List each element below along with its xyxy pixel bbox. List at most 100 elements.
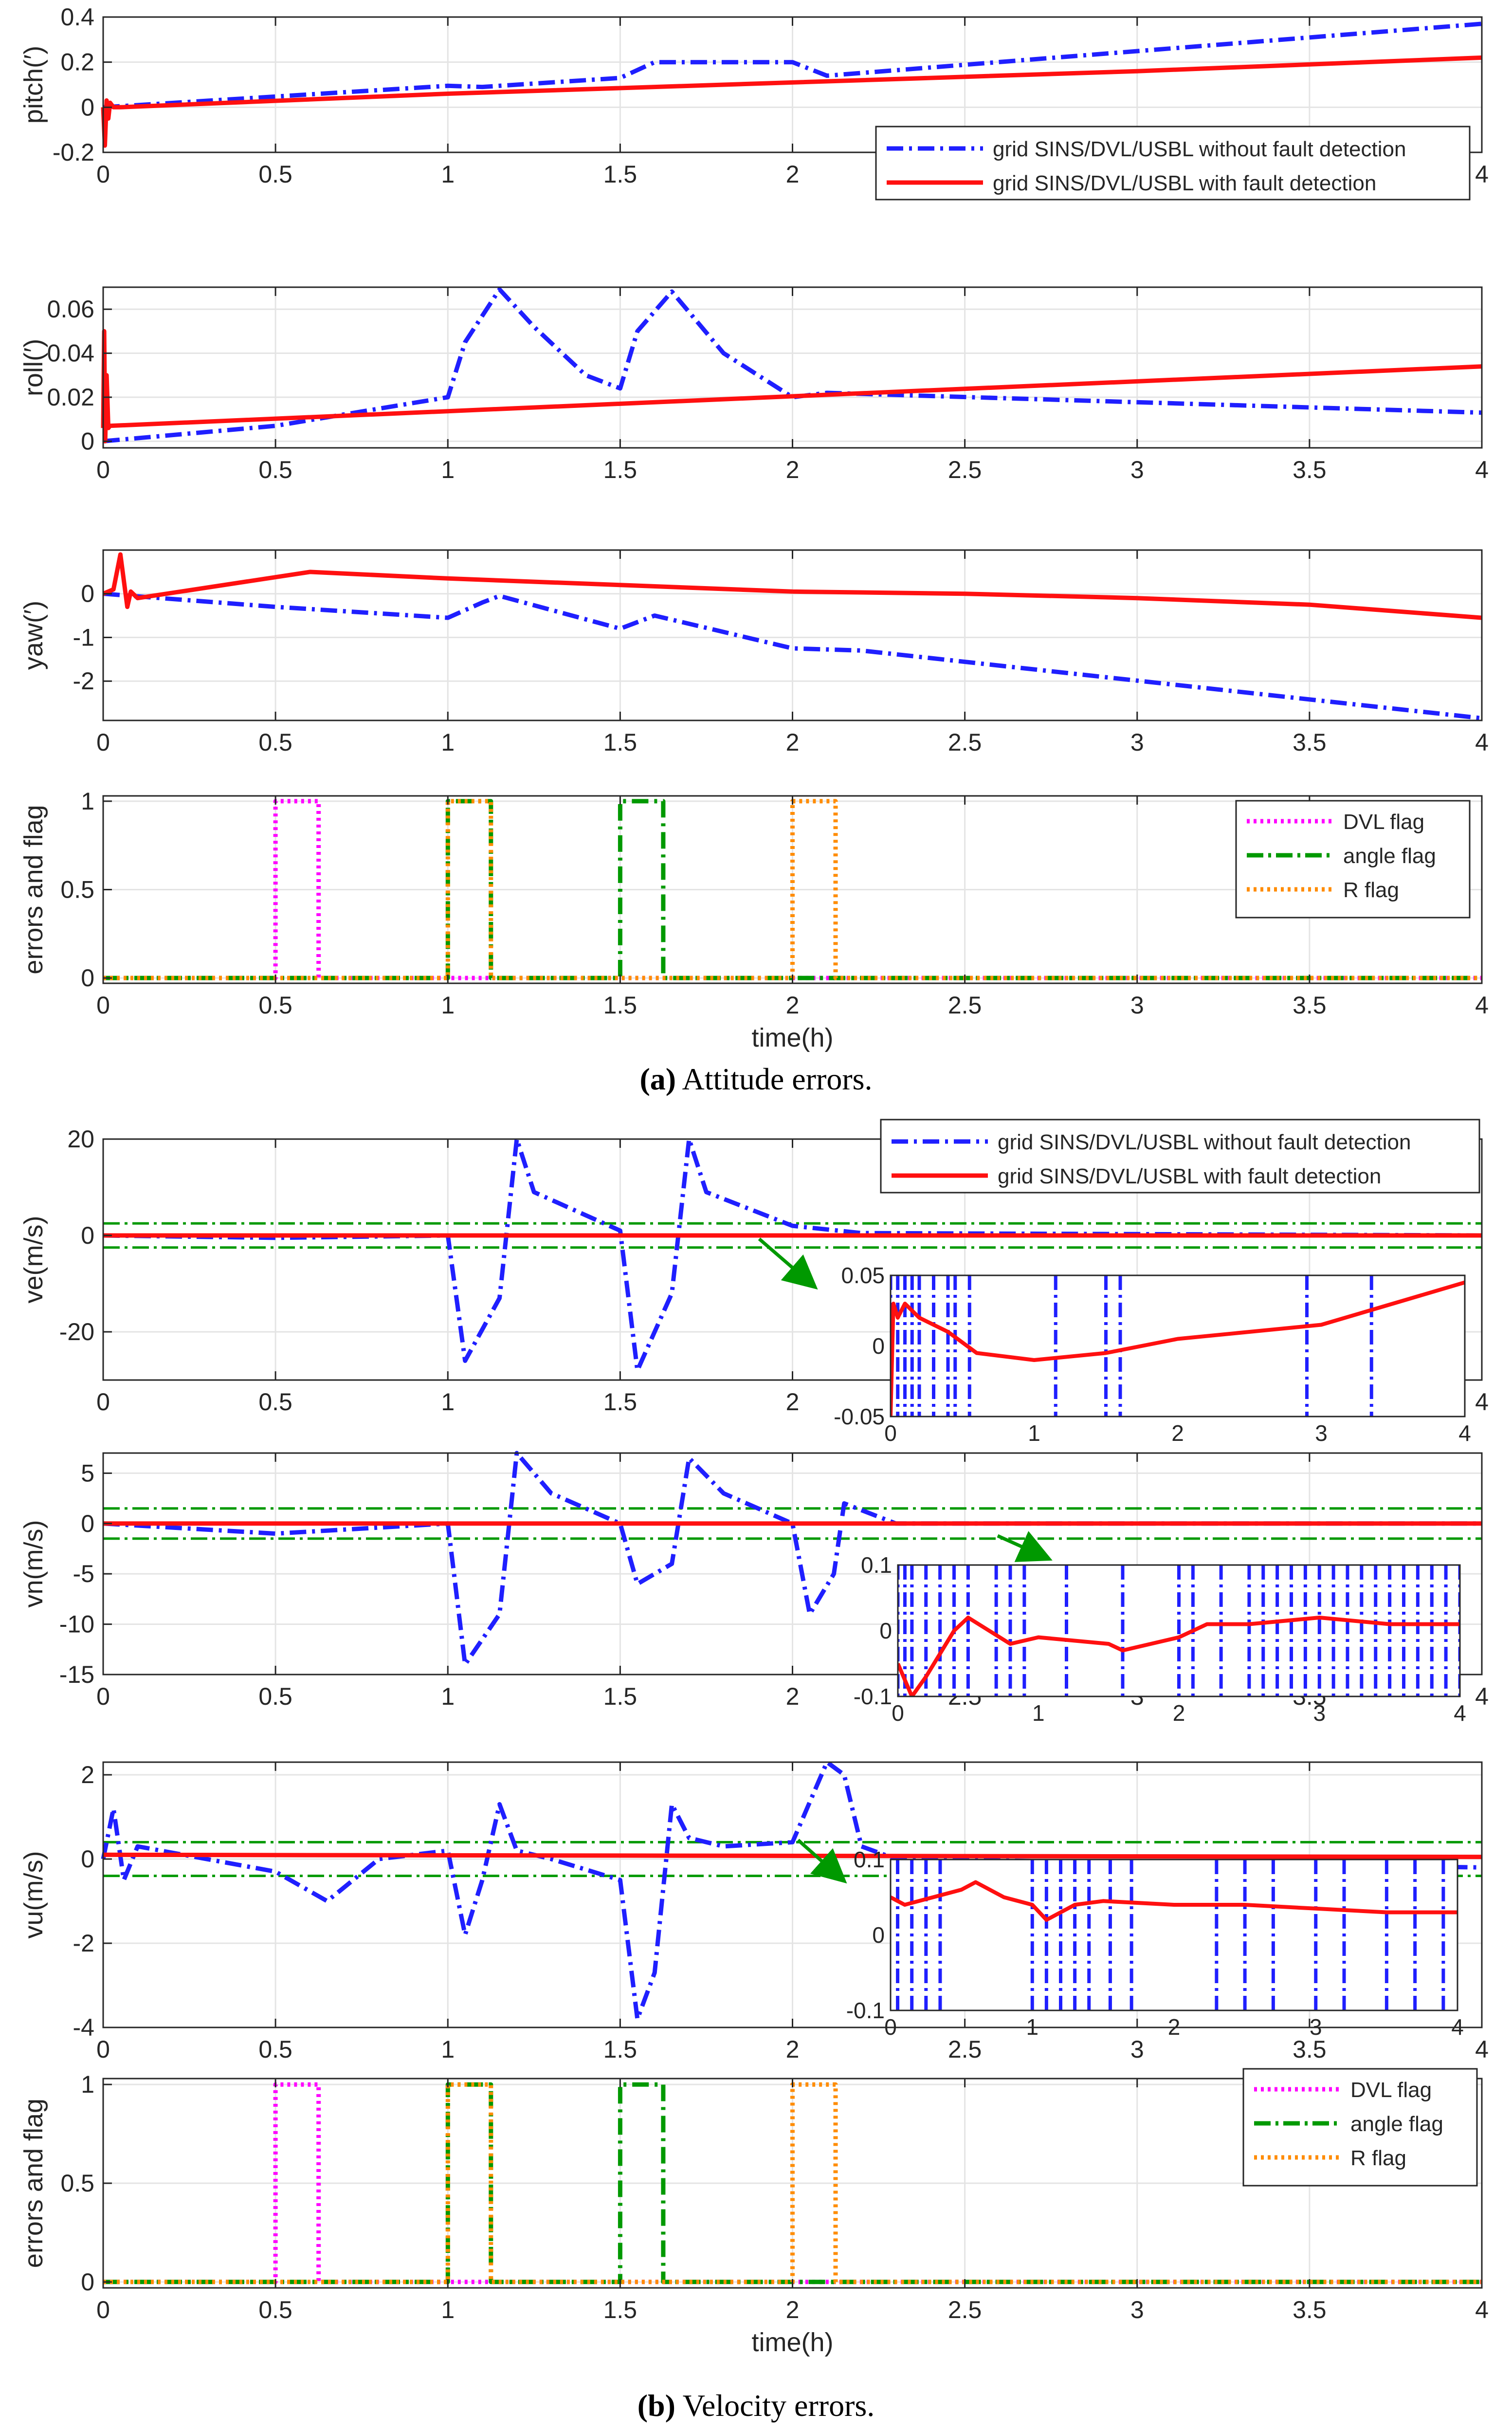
inset-x-tick-label: 3 [1310,2014,1322,2040]
x-tick-label: 0 [96,456,110,483]
y-tick-label: -4 [73,2014,94,2041]
inset-x-tick-label: 0 [892,1700,904,1726]
panel-yaw: 0 0.5 1 1.5 2 2.5 3 3.5 4 -2 -1 0 yaw(′) [19,549,1489,756]
x-tick-label: 3 [1130,456,1144,483]
x-tick-label: 3.5 [1293,729,1327,756]
x-tick-label: 2 [786,729,800,756]
x-tick-label: 3.5 [1293,2036,1327,2063]
x-tick-label: 0 [96,1683,110,1710]
inset-plot [891,1275,1465,1417]
y-tick-label: -2 [73,1930,94,1957]
series-line-with [103,1852,1482,1860]
x-tick-label: 2.5 [948,456,982,483]
y-tick-label: 0.02 [47,384,94,411]
inset-y-tick-label: -0.05 [834,1404,885,1429]
y-tick-label: -1 [73,624,94,651]
x-tick-label: 1 [441,2296,455,2323]
y-tick-label: 0.5 [60,876,94,903]
y-tick-label: -15 [59,1661,94,1688]
x-tick-label: 2 [786,2036,800,2063]
x-tick-label: 1.5 [603,992,638,1019]
x-tick-label: 0.5 [258,456,292,483]
series-line-r-flag [103,799,1482,980]
zoom-arrow [758,1237,818,1290]
x-tick-label: 2.5 [948,2296,982,2323]
series-line-without [101,1760,1482,2022]
x-axis-label: time(h) [751,1023,833,1052]
legend-attitude: grid SINS/DVL/USBL without fault detecti… [875,126,1471,201]
y-tick-label: 1 [81,788,94,815]
y-tick-label: 5 [81,1459,94,1487]
y-axis-label: pitch(′) [19,46,48,124]
y-tick-label: 0 [81,964,94,992]
x-tick-label: 4 [1475,1388,1489,1416]
x-tick-label: 0.5 [258,1388,292,1416]
y-axis-label: errors and flag [19,805,48,974]
caption-a-text: Attitude errors. [682,1062,873,1096]
inset-x-tick-label: 4 [1451,2014,1464,2040]
inset-red-trace [891,1880,1457,1922]
x-tick-label: 1 [441,161,455,188]
y-tick-label: 0.5 [60,2170,94,2197]
x-tick-label: 2.5 [948,2036,982,2063]
x-tick-label: 3 [1130,2036,1144,2063]
inset-x-tick-label: 1 [1028,1420,1040,1446]
inset-y-tick-label: -0.1 [846,1998,885,2023]
x-tick-label: 1 [441,729,455,756]
y-tick-label: 0.06 [47,295,94,323]
inset-x-tick-label: 1 [1032,1700,1045,1726]
inset-x-tick-label: 2 [1168,2014,1181,2040]
caption-b-text: Velocity errors. [682,2388,875,2423]
x-tick-label: 2.5 [948,729,982,756]
legend-label: grid SINS/DVL/USBL without fault detecti… [993,137,1406,161]
legend-box [880,1119,1480,1194]
legend-box [875,126,1471,201]
caption-b-label: (b) [637,2388,675,2423]
x-tick-label: 0 [96,2296,110,2323]
y-axis-label: yaw(′) [19,601,48,670]
legend-label: R flag [1343,878,1399,902]
legend-flags-velocity: DVL flag angle flag R flag [1242,2068,1478,2187]
y-tick-label: -20 [59,1318,94,1345]
x-tick-label: 4 [1475,2036,1489,2063]
inset-x-tick-label: 3 [1313,1700,1326,1726]
y-tick-label: 0 [81,93,94,121]
x-tick-label: 3.5 [1293,992,1327,1019]
inset-y-tick-label: 0 [879,1618,892,1643]
inset-y-tick-label: -0.1 [854,1684,892,1709]
y-tick-label: -10 [59,1611,94,1638]
zoom-arrow [797,1839,847,1884]
series-line-without [103,1451,1482,1667]
y-axis-label: vn(m/s) [19,1520,48,1608]
x-tick-label: 1.5 [603,1683,638,1710]
inset-plot [891,1860,1457,2010]
x-tick-label: 2 [786,2296,800,2323]
x-tick-label: 2 [786,456,800,483]
x-tick-label: 0.5 [258,2296,292,2323]
x-tick-label: 2.5 [948,992,982,1019]
x-tick-label: 1.5 [603,2036,638,2063]
x-tick-label: 4 [1475,992,1489,1019]
series-line-without [103,591,1482,720]
series-line-with [101,55,1482,148]
series-line-r-flag [103,2082,1482,2284]
series-line-without [103,287,1482,443]
x-tick-label: 3 [1130,729,1144,756]
y-tick-label: -2 [73,667,94,695]
inset-frame [897,1564,1461,1697]
inset-x-tick-label: 3 [1315,1420,1328,1446]
zoom-arrow [997,1531,1053,1562]
y-tick-label: 0 [81,427,94,455]
legend-label: angle flag [1343,844,1436,868]
inset-y-tick-label: 0 [872,1333,885,1359]
inset-vn: 0 1 2 3 4-0.100.1 [854,1552,1466,1726]
inset-vu: 0 1 2 3 4-0.100.1 [846,1847,1464,2040]
x-tick-label: 3 [1130,2296,1144,2323]
caption-a-label: (a) [639,1062,676,1096]
x-tick-label: 4 [1475,2296,1489,2323]
x-tick-label: 0 [96,992,110,1019]
inset-x-tick-label: 2 [1171,1420,1184,1446]
y-tick-label: 0.2 [60,49,94,76]
